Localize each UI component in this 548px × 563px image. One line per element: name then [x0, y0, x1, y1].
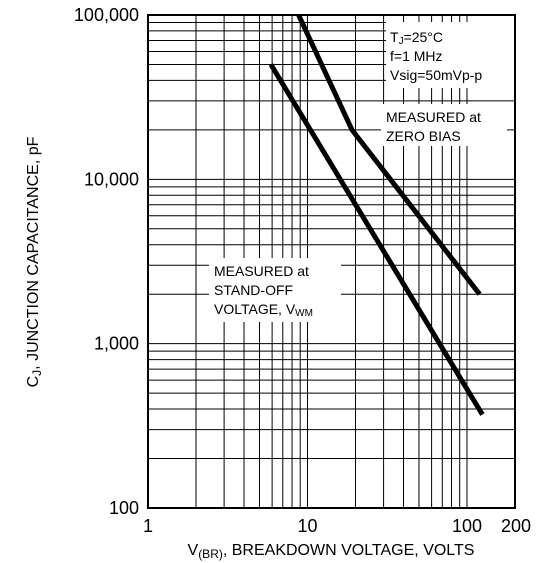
tj-label: TJ=25°C: [390, 29, 443, 47]
y-tick-labels: 100 1,000 10,000 100,000: [74, 5, 139, 518]
plot-frame: [147, 14, 516, 509]
standoff-annotation: MEASURED at STAND-OFF VOLTAGE, VWM: [209, 258, 341, 322]
standoff-line-3: VOLTAGE, VWM: [214, 301, 313, 319]
y-axis-title: CJ, JUNCTION CAPACITANCE, pF: [25, 136, 44, 387]
y-tick-label: 10,000: [84, 169, 139, 189]
zero-bias-line-2: ZERO BIAS: [386, 128, 461, 144]
x-tick-label: 200: [501, 516, 531, 536]
y-tick-label: 1,000: [94, 334, 139, 354]
x-tick-labels: 1 10 100 200: [143, 516, 531, 536]
y-tick-label: 100,000: [74, 5, 139, 25]
x-axis-title: V(BR), BREAKDOWN VOLTAGE, VOLTS: [188, 542, 475, 561]
series-standoff-line: [268, 63, 485, 416]
y-tick-label: 100: [109, 498, 139, 518]
frequency-label: f=1 MHz: [390, 48, 443, 64]
zero-bias-line-1: MEASURED at: [386, 109, 481, 125]
conditions-annotation: TJ=25°C f=1 MHz Vsig=50mVp-p: [386, 22, 514, 88]
x-tick-label: 100: [452, 516, 482, 536]
standoff-line-2: STAND-OFF: [214, 282, 293, 298]
vsig-label: Vsig=50mVp-p: [390, 67, 482, 83]
series-layer: [268, 13, 485, 416]
series-zero-bias-line: [296, 13, 482, 296]
x-tick-label: 10: [297, 516, 317, 536]
standoff-line-1: MEASURED at: [214, 263, 309, 279]
zero-bias-annotation: MEASURED at ZERO BIAS: [381, 104, 507, 146]
x-tick-label: 1: [143, 516, 153, 536]
